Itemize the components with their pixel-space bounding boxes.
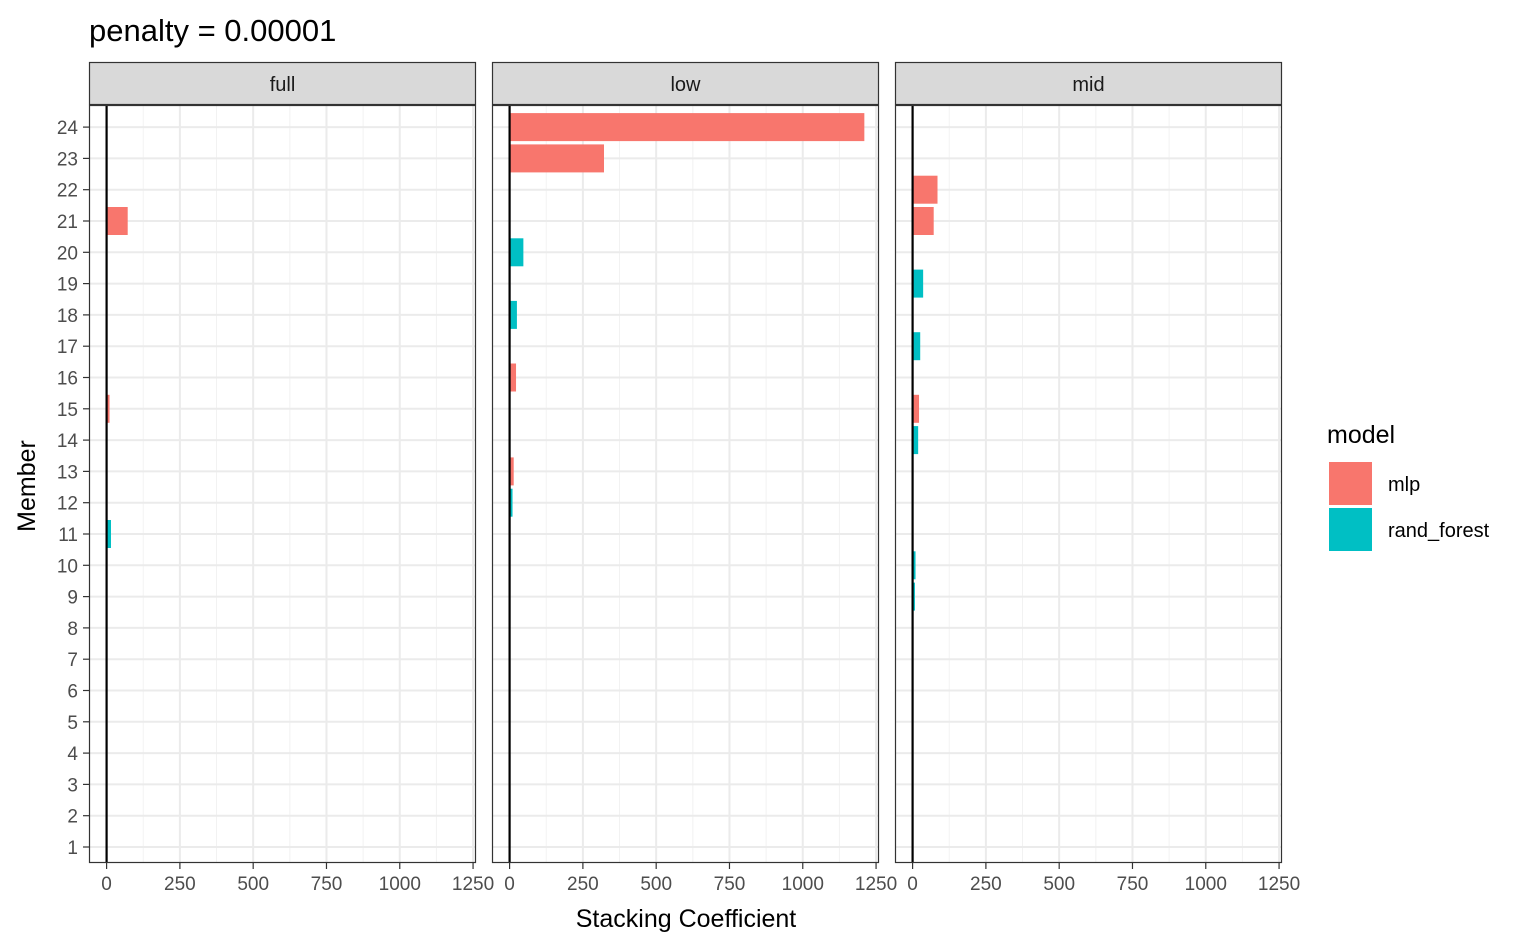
x-axis-title: Stacking Coefficient <box>576 905 797 933</box>
legend-key-mlp <box>1329 462 1372 505</box>
legend-title: model <box>1327 421 1395 449</box>
x-tick-label: 1250 <box>1258 874 1300 895</box>
panel-background <box>89 105 476 863</box>
x-tick-label: 250 <box>164 874 196 895</box>
bar-member-21-mlp <box>106 207 128 235</box>
bar-member-17-rand_forest <box>912 332 921 361</box>
facet-panel-low: low 0 250 500 750 1000 1250 <box>491 61 897 895</box>
y-tick-label: 11 <box>58 525 78 546</box>
x-tick-label: 500 <box>1043 874 1075 895</box>
x-tick-label: 0 <box>101 874 112 895</box>
y-tick-label: 9 <box>67 588 78 609</box>
y-tick-label: 15 <box>57 400 78 421</box>
legend: model mlp rand_forest <box>1327 421 1490 551</box>
y-tick-label: 2 <box>67 807 78 828</box>
bar-member-13-mlp <box>509 457 514 486</box>
x-tick-label: 1000 <box>379 874 421 895</box>
y-tick-label: 21 <box>57 212 78 233</box>
x-tick-label: 750 <box>311 874 343 895</box>
x-tick-label: 0 <box>504 874 515 895</box>
y-tick-label: 5 <box>67 713 78 734</box>
panel-border <box>88 104 477 864</box>
bar-member-20-rand_forest <box>509 238 524 267</box>
y-tick-label: 22 <box>57 181 78 202</box>
x-tick-label: 750 <box>1117 874 1149 895</box>
panel-background <box>492 105 879 863</box>
bar-member-21-mlp <box>912 207 934 235</box>
y-tick-label: 1 <box>67 838 78 859</box>
facet-panel-mid: mid 0 250 500 750 1000 1250 <box>894 61 1300 895</box>
y-tick-label: 10 <box>57 556 78 577</box>
bar-member-9-rand_forest <box>912 582 915 611</box>
y-tick-label: 12 <box>57 494 78 515</box>
facet-strip-label: mid <box>1072 74 1104 96</box>
x-tick-label: 1000 <box>782 874 824 895</box>
x-tick-label: 1250 <box>452 874 494 895</box>
bar-member-16-mlp <box>509 363 517 392</box>
y-tick-label: 23 <box>57 149 78 170</box>
panel-border <box>491 104 880 864</box>
y-tick-label: 13 <box>57 462 78 483</box>
chart-title: penalty = 0.00001 <box>89 13 336 48</box>
x-tick-label: 1250 <box>855 874 897 895</box>
y-tick-label: 14 <box>57 431 79 452</box>
panel-background <box>895 105 1282 863</box>
y-tick-label: 24 <box>57 118 79 139</box>
facet-strip-label: low <box>670 74 701 96</box>
legend-label-mlp: mlp <box>1388 474 1420 496</box>
y-tick-label: 6 <box>67 682 78 703</box>
legend-key-rand_forest <box>1329 508 1372 551</box>
y-tick-label: 17 <box>57 337 78 358</box>
x-tick-label: 250 <box>970 874 1002 895</box>
panel-border <box>894 104 1283 864</box>
y-tick-label: 16 <box>57 369 78 390</box>
facet-strip <box>491 61 880 106</box>
x-tick-label: 500 <box>237 874 269 895</box>
y-tick-label: 20 <box>57 243 78 264</box>
x-tick-label: 250 <box>567 874 599 895</box>
bar-member-15-mlp <box>912 394 920 423</box>
facet-strip-label: full <box>270 74 296 96</box>
bar-member-19-rand_forest <box>912 269 924 298</box>
x-tick-label: 0 <box>907 874 918 895</box>
y-tick-label: 3 <box>67 775 78 796</box>
y-tick-label: 7 <box>67 650 78 671</box>
y-tick-label: 19 <box>57 275 78 296</box>
x-tick-label: 750 <box>714 874 746 895</box>
bar-member-12-rand_forest <box>509 488 513 517</box>
bar-member-11-rand_forest <box>106 520 111 548</box>
bar-member-22-mlp <box>912 175 938 204</box>
bar-member-24-mlp <box>509 113 865 142</box>
bar-member-18-rand_forest <box>509 300 517 329</box>
bar-member-10-rand_forest <box>912 551 916 580</box>
y-axis-title: Member <box>13 440 41 532</box>
bar-member-23-mlp <box>509 144 604 173</box>
facet-strip <box>88 61 477 106</box>
x-tick-label: 500 <box>640 874 672 895</box>
y-tick-label: 18 <box>57 306 78 327</box>
bar-member-15-mlp <box>106 394 110 423</box>
bar-member-14-rand_forest <box>912 426 919 455</box>
facet-strip <box>894 61 1283 106</box>
y-tick-label: 8 <box>67 619 78 640</box>
x-tick-label: 1000 <box>1185 874 1227 895</box>
y-tick-label: 4 <box>67 744 78 765</box>
legend-label-rand_forest: rand_forest <box>1388 520 1490 542</box>
